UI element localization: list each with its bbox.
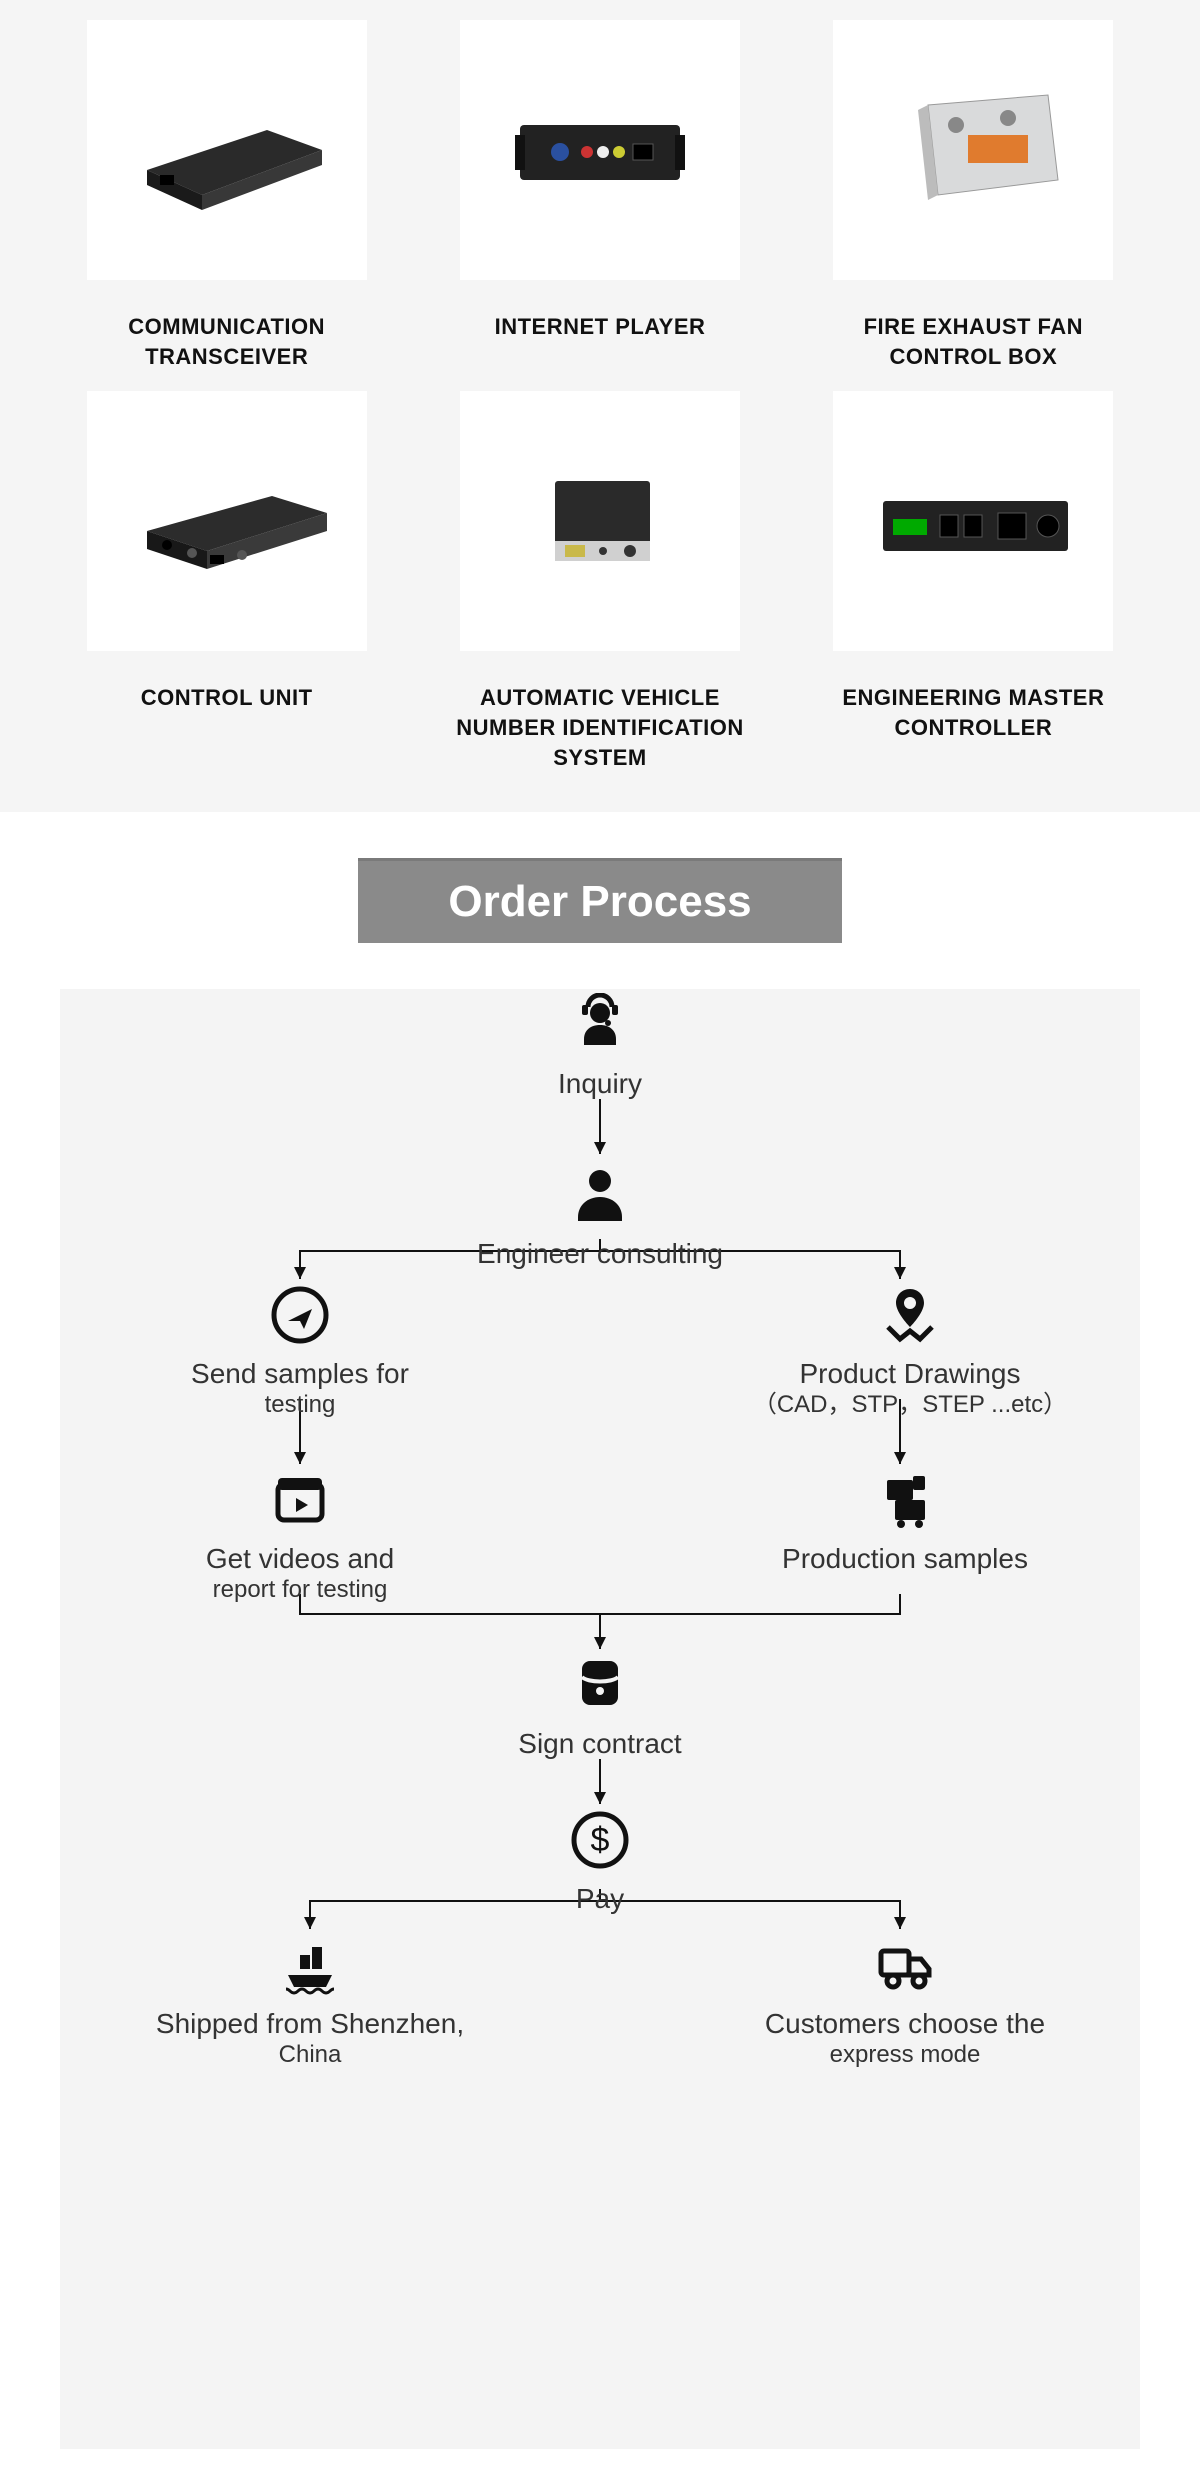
product-image — [87, 391, 367, 651]
product-card: INTERNET PLAYER — [433, 20, 766, 371]
person-icon — [568, 1159, 632, 1231]
product-label: COMMUNICATION TRANSCEIVER — [77, 312, 377, 371]
order-process-flow: Inquiry Engineer consulting Send samples… — [60, 989, 1140, 2449]
products-grid: COMMUNICATION TRANSCEIVER INTERNET PLAYE… — [60, 20, 1140, 772]
product-card: ENGINEERING MASTER CONTROLLER — [807, 391, 1140, 772]
flow-sublabel: （CAD，STP，STEP ...etc） — [753, 1391, 1067, 1420]
flow-node-pay: $ Pay — [530, 1804, 670, 1916]
flow-sublabel: report for testing — [213, 1576, 388, 1605]
product-image — [833, 391, 1113, 651]
flow-node-drawings: Product Drawings （CAD，STP，STEP ...etc） — [720, 1279, 1100, 1419]
machine-icon — [873, 1464, 937, 1536]
product-label: ENGINEERING MASTER CONTROLLER — [823, 683, 1123, 742]
svg-text:$: $ — [591, 1821, 610, 1859]
flow-node-engineer: Engineer consulting — [460, 1159, 740, 1271]
product-label: AUTOMATIC VEHICLE NUMBER IDENTIFICATION … — [450, 683, 750, 772]
video-icon — [268, 1464, 332, 1536]
products-section: COMMUNICATION TRANSCEIVER INTERNET PLAYE… — [0, 0, 1200, 812]
truck-icon — [873, 1929, 937, 2001]
headset-icon — [568, 989, 632, 1061]
flow-sublabel: testing — [265, 1391, 336, 1420]
flow-label: Shipped from Shenzhen, — [156, 2007, 464, 2041]
product-image — [460, 20, 740, 280]
product-card: COMMUNICATION TRANSCEIVER — [60, 20, 393, 371]
flow-node-inquiry: Inquiry — [510, 989, 690, 1101]
flow-node-videos: Get videos and report for testing — [160, 1464, 440, 1604]
plane-circle-icon — [268, 1279, 332, 1351]
product-image — [87, 20, 367, 280]
flow-label: Get videos and — [206, 1542, 394, 1576]
order-process-banner: Order Process — [358, 858, 841, 943]
flow-sublabel: China — [279, 2041, 342, 2070]
product-card: AUTOMATIC VEHICLE NUMBER IDENTIFICATION … — [433, 391, 766, 772]
flow-label: Send samples for — [191, 1357, 409, 1391]
ship-icon — [278, 1929, 342, 2001]
banner-section: Order Process — [0, 812, 1200, 989]
flow-node-samples: Send samples for testing — [160, 1279, 440, 1419]
flow-node-prodsample: Production samples — [760, 1464, 1050, 1576]
product-label: FIRE EXHAUST FAN CONTROL BOX — [823, 312, 1123, 371]
flow-label: Engineer consulting — [477, 1237, 723, 1271]
dollar-icon: $ — [568, 1804, 632, 1876]
flow-node-express: Customers choose the express mode — [740, 1929, 1070, 2069]
flow-node-ship: Shipped from Shenzhen, China — [140, 1929, 480, 2069]
flow-label: Inquiry — [558, 1067, 642, 1101]
flow-sublabel: express mode — [830, 2041, 981, 2070]
product-image — [460, 391, 740, 651]
product-card: CONTROL UNIT — [60, 391, 393, 772]
product-label: INTERNET PLAYER — [495, 312, 706, 342]
product-label: CONTROL UNIT — [141, 683, 313, 713]
contract-icon — [568, 1649, 632, 1721]
product-image — [833, 20, 1113, 280]
product-card: FIRE EXHAUST FAN CONTROL BOX — [807, 20, 1140, 371]
map-pin-icon — [878, 1279, 942, 1351]
flow-label: Product Drawings — [800, 1357, 1021, 1391]
flow-label: Pay — [576, 1882, 624, 1916]
flow-label: Customers choose the — [765, 2007, 1045, 2041]
flow-label: Sign contract — [518, 1727, 681, 1761]
flow-node-sign: Sign contract — [500, 1649, 700, 1761]
flow-label: Production samples — [782, 1542, 1028, 1576]
